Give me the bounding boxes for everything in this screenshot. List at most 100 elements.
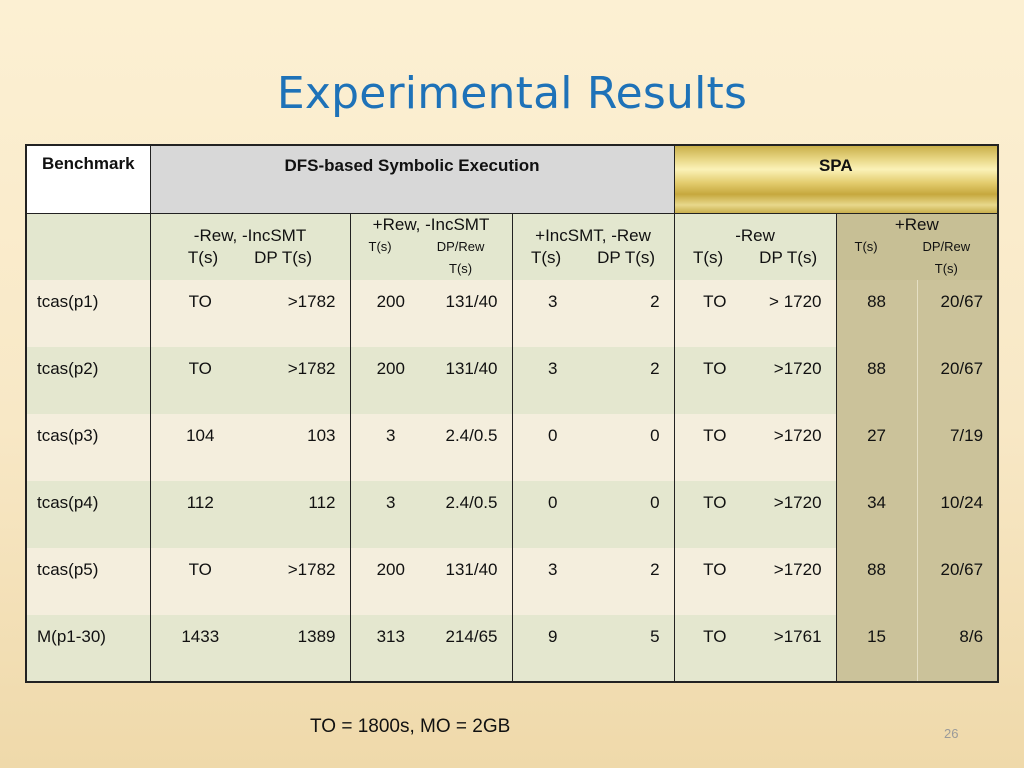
table-cell: 9: [512, 614, 593, 684]
table-cell: >1720: [755, 480, 837, 548]
table-cell: 88: [836, 547, 918, 615]
table-cell: >1720: [755, 413, 837, 481]
table-cell: 2: [593, 547, 675, 615]
table-cell: TO: [674, 614, 756, 684]
group-header-2: +Rew, -IncSMT T(s) DP/Rew T(s): [350, 213, 513, 280]
table-cell: 5: [593, 614, 675, 684]
spa-header: SPA: [674, 143, 1000, 214]
table-cell: 131/40: [431, 346, 513, 414]
subcolumn-dp-time: DP T(s): [254, 247, 313, 267]
table-cell: 8/6: [917, 614, 1000, 684]
table-cell: >1782: [250, 346, 351, 414]
benchmark-subheader-blank: [25, 213, 151, 280]
table-cell: 1433: [150, 614, 250, 684]
dfs-header: DFS-based Symbolic Execution: [150, 143, 675, 214]
table-cell: 2: [593, 346, 675, 414]
slide-title: Experimental Results: [276, 68, 748, 119]
table-cell: 0: [548, 492, 558, 512]
table-cell: 112: [250, 480, 351, 548]
table-cell: TO: [188, 291, 212, 311]
group-header-3: +IncSMT, -Rew T(s) DP T(s): [512, 213, 675, 280]
benchmark-name: tcas(p3): [25, 413, 151, 481]
results-table: Benchmark DFS-based Symbolic Execution S…: [25, 143, 1000, 684]
table-cell: 3: [548, 358, 558, 378]
table-cell: TO: [703, 492, 727, 512]
group-subcolumns: T(s) DP T(s): [675, 247, 836, 269]
table-row: tcas(p2) TO >1782 200 131/40 3 2 TO >1720 88 20/67: [25, 346, 1000, 414]
table-cell: 20/67: [917, 346, 1000, 414]
table-cell: 3: [386, 492, 396, 512]
table-cell: 1389: [250, 614, 351, 684]
subcolumn-dp-time: DP/Rew T(s): [922, 238, 971, 276]
table-cell: 0: [548, 425, 558, 445]
table-cell: 0: [593, 413, 675, 481]
benchmark-name: tcas(p5): [25, 547, 151, 615]
table-cell: 313: [350, 614, 431, 684]
group-header-4: -Rew T(s) DP T(s): [674, 213, 837, 280]
table-row: M(p1-30) 1433 1389 313 214/65 9 5 TO >1761 15 8/6: [25, 614, 1000, 684]
subcolumn-dp-time: DP T(s): [597, 247, 656, 267]
table-row: tcas(p5) TO >1782 200 131/40 3 2 TO >1720 88 20/67: [25, 547, 1000, 615]
table-cell: TO: [188, 358, 212, 378]
table-subheader-row: -Rew, -IncSMT T(s) DP T(s) +Rew, -IncSMT T(s…: [25, 213, 1000, 280]
table-cell: 3: [386, 425, 396, 445]
subcolumn-time: T(s): [187, 247, 219, 267]
table-cell: 0: [593, 480, 675, 548]
table-cell: 27: [836, 413, 918, 481]
table-cell: 131/40: [431, 547, 513, 615]
group-name: +Rew: [894, 214, 939, 234]
table-cell: 131/40: [431, 279, 513, 347]
table-cell: 2: [593, 279, 675, 347]
table-cell: 7/19: [917, 413, 1000, 481]
group-subcolumns: T(s) DP/Rew T(s): [837, 236, 998, 280]
table-cell: 200: [376, 358, 405, 378]
table-cell: 200: [376, 291, 405, 311]
benchmark-name: tcas(p4): [25, 480, 151, 548]
subcolumn-time: T(s): [368, 238, 392, 254]
table-cell: 15: [836, 614, 918, 684]
table-cell: >1782: [250, 279, 351, 347]
group-name: -Rew, -IncSMT: [193, 225, 307, 245]
table-cell: TO: [703, 358, 727, 378]
table-cell: TO: [703, 559, 727, 579]
table-cell: 20/67: [917, 547, 1000, 615]
table-cell: 214/65: [431, 614, 513, 684]
group-name: +IncSMT, -Rew: [535, 225, 651, 245]
table-cell: 200: [376, 559, 405, 579]
group-name: +Rew, -IncSMT: [372, 214, 490, 234]
table-cell: >1720: [755, 346, 837, 414]
table-cell: 3: [548, 291, 558, 311]
subcolumn-dp-time: DP T(s): [759, 247, 818, 267]
table-cell: TO: [188, 559, 212, 579]
table-row: tcas(p4) 112 112 3 2.4/0.5 0 0 TO >1720 34 10/24: [25, 480, 1000, 548]
benchmark-name: M(p1-30): [25, 614, 151, 684]
table-row: tcas(p1) TO >1782 200 131/40 3 2 TO > 1720 88 20/6…: [25, 279, 1000, 347]
group-subcolumns: T(s) DP/Rew T(s): [351, 236, 512, 280]
table-cell: 10/24: [917, 480, 1000, 548]
table-cell: >1782: [250, 547, 351, 615]
group-header-1: -Rew, -IncSMT T(s) DP T(s): [150, 213, 351, 280]
group-name: -Rew: [735, 225, 775, 245]
group-subcolumns: T(s) DP T(s): [151, 247, 350, 269]
table-cell: 104: [186, 425, 215, 445]
subcolumn-time: T(s): [692, 247, 724, 267]
table-cell: 3: [548, 559, 558, 579]
benchmark-header: Benchmark: [25, 143, 151, 214]
page-number: 26: [944, 726, 959, 741]
table-cell: >1761: [755, 614, 837, 684]
table-cell: 88: [836, 279, 918, 347]
table-cell: TO: [703, 425, 727, 445]
table-cell: >1720: [755, 547, 837, 615]
footnote: TO = 1800s, MO = 2GB: [310, 716, 511, 737]
subcolumn-time: T(s): [854, 238, 878, 254]
benchmark-name: tcas(p2): [25, 346, 151, 414]
table-header-row: Benchmark DFS-based Symbolic Execution S…: [25, 143, 1000, 214]
subcolumn-time: T(s): [530, 247, 562, 267]
table-row: tcas(p3) 104 103 3 2.4/0.5 0 0 TO >1720 27 7/19: [25, 413, 1000, 481]
table-cell: > 1720: [755, 279, 837, 347]
subcolumn-dp-time: DP/Rew T(s): [436, 238, 485, 276]
group-subcolumns: T(s) DP T(s): [513, 247, 674, 269]
table-cell: 2.4/0.5: [431, 480, 513, 548]
table-cell: 34: [836, 480, 918, 548]
table-cell: 2.4/0.5: [431, 413, 513, 481]
